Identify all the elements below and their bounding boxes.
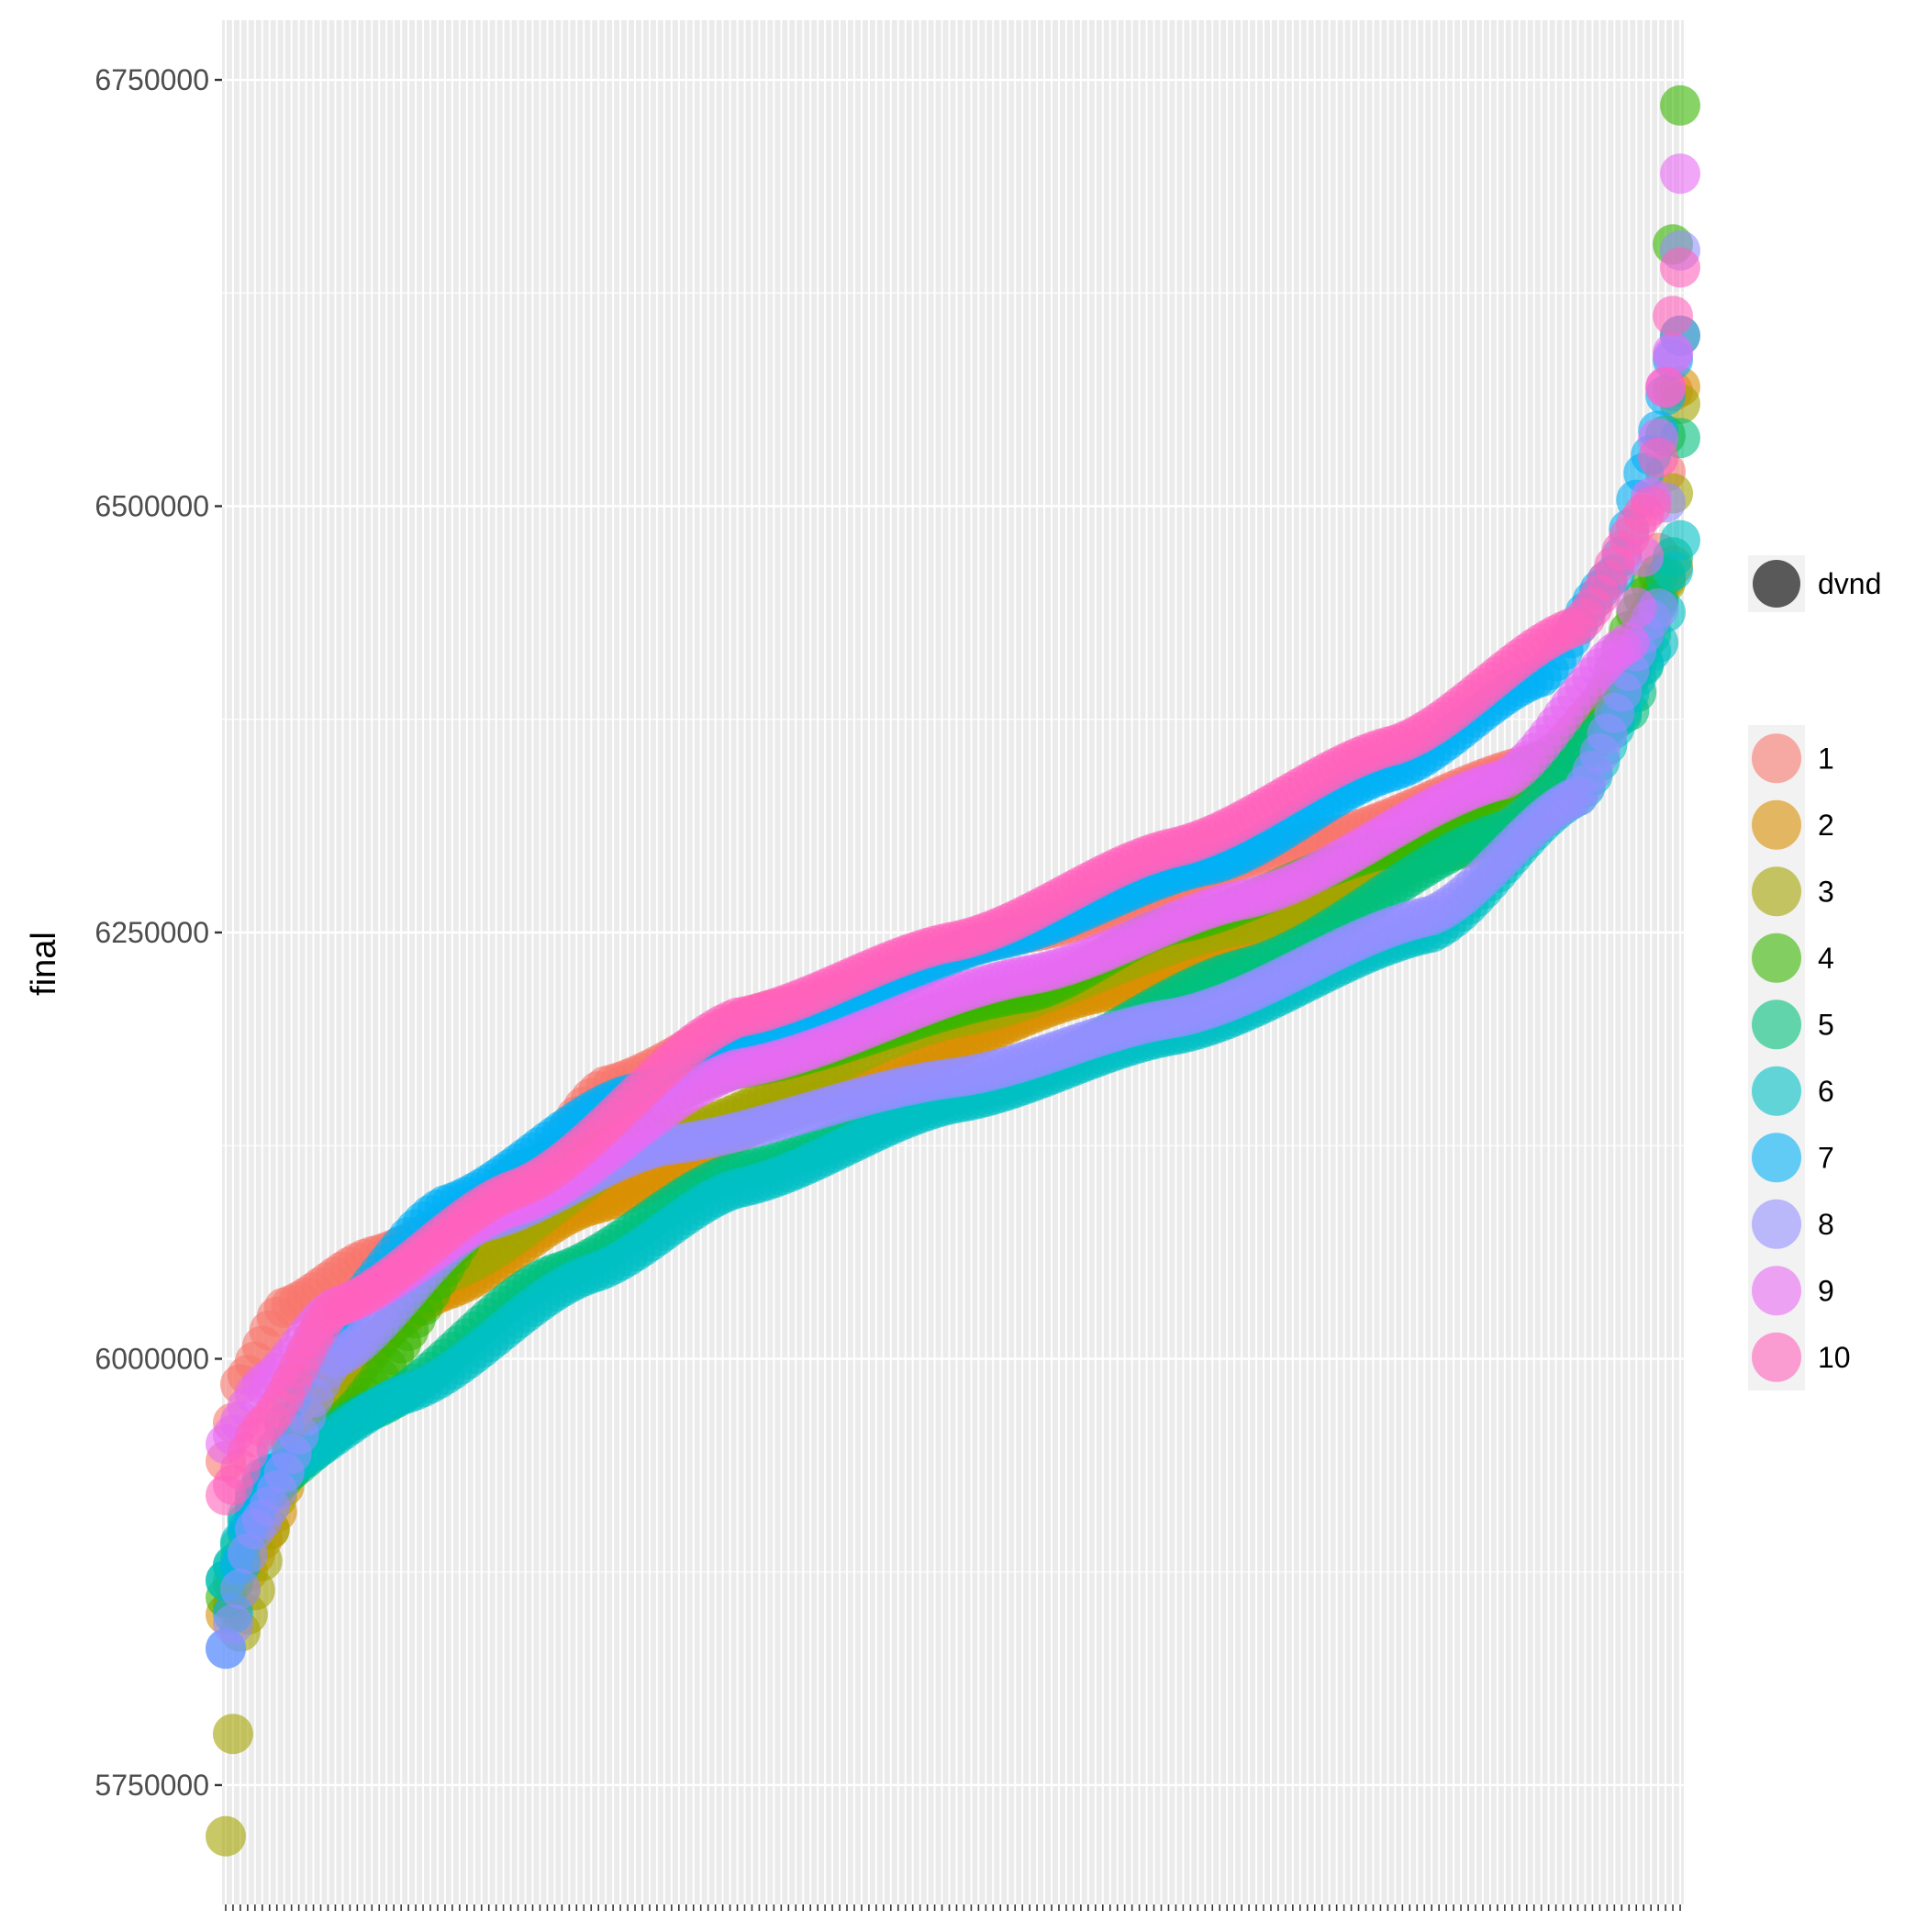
legend: dvnd 1 2 3 4 5 6 7 8 9 10 xyxy=(1748,555,1881,1390)
data-point xyxy=(1609,622,1650,664)
y-tick-label: 6750000 xyxy=(95,63,209,96)
legend-color-marker xyxy=(1752,799,1801,850)
data-point xyxy=(1660,84,1701,126)
legend-color-marker xyxy=(1752,1000,1801,1050)
legend-color-marker xyxy=(1752,733,1801,784)
y-axis: 5750000 6000000 6250000 6500000 6750000 xyxy=(95,63,1681,1911)
legend-series-label: 6 xyxy=(1818,1075,1834,1108)
y-tick-label: 6250000 xyxy=(95,916,209,949)
data-point xyxy=(1660,153,1701,195)
data-points xyxy=(205,84,1701,1857)
y-tick-label: 6000000 xyxy=(95,1342,209,1375)
legend-series-label: 3 xyxy=(1818,875,1834,908)
legend-color-marker xyxy=(1752,1332,1801,1382)
legend-series-label: 1 xyxy=(1818,742,1834,775)
legend-color-marker xyxy=(1752,1199,1801,1249)
legend-series-label: 9 xyxy=(1818,1274,1834,1307)
legend-series-label: 4 xyxy=(1818,942,1834,975)
data-point xyxy=(1660,247,1701,288)
legend-series-label: 2 xyxy=(1818,809,1834,842)
data-point xyxy=(1631,486,1672,527)
data-point xyxy=(205,1815,246,1857)
legend-size-label: dvnd xyxy=(1818,567,1881,600)
data-point xyxy=(1660,519,1701,561)
data-point xyxy=(1653,332,1694,374)
data-point xyxy=(212,1714,253,1755)
legend-series-label: 7 xyxy=(1818,1141,1834,1174)
legend-color-marker xyxy=(1752,1266,1801,1316)
legend-series-label: 5 xyxy=(1818,1008,1834,1041)
data-point xyxy=(1653,296,1694,337)
y-tick-label: 5750000 xyxy=(95,1769,209,1802)
legend-color-marker xyxy=(1752,1133,1801,1183)
legend-series-label: 10 xyxy=(1818,1341,1851,1374)
data-point xyxy=(212,1603,253,1645)
data-point xyxy=(1645,366,1687,408)
data-point xyxy=(1638,437,1679,478)
y-tick-label: 6500000 xyxy=(95,490,209,523)
legend-series-label: 8 xyxy=(1818,1208,1834,1241)
y-axis-title: final xyxy=(25,932,63,996)
legend-size-marker xyxy=(1753,560,1800,608)
legend-color-marker xyxy=(1752,1066,1801,1116)
data-point xyxy=(219,1569,261,1610)
legend-color-marker xyxy=(1752,866,1801,917)
legend-color-marker xyxy=(1752,932,1801,983)
data-point xyxy=(1616,587,1657,629)
